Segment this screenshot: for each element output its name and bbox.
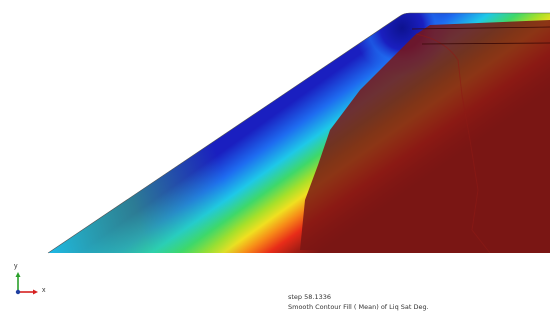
axes-triad <box>15 272 38 295</box>
contour-line <box>415 33 491 253</box>
crest-layer-line-upper <box>411 26 550 30</box>
embankment-domain <box>48 13 550 253</box>
domain-outline <box>47 12 550 254</box>
y-axis-arrowhead <box>15 272 21 277</box>
axes-origin <box>15 289 21 295</box>
y-axis-label: y <box>14 263 18 270</box>
step-label: step 58.1336 <box>288 293 332 301</box>
contour-description: Smooth Contour Fill ( Mean) of Liq Sat D… <box>288 303 429 311</box>
plot-caption: step 58.1336 Smooth Contour Fill ( Mean)… <box>288 292 429 312</box>
x-axis-label: x <box>42 287 46 294</box>
saturated-core <box>300 20 550 253</box>
crest-layer-line-lower <box>421 42 550 45</box>
x-axis-arrowhead <box>33 289 38 295</box>
